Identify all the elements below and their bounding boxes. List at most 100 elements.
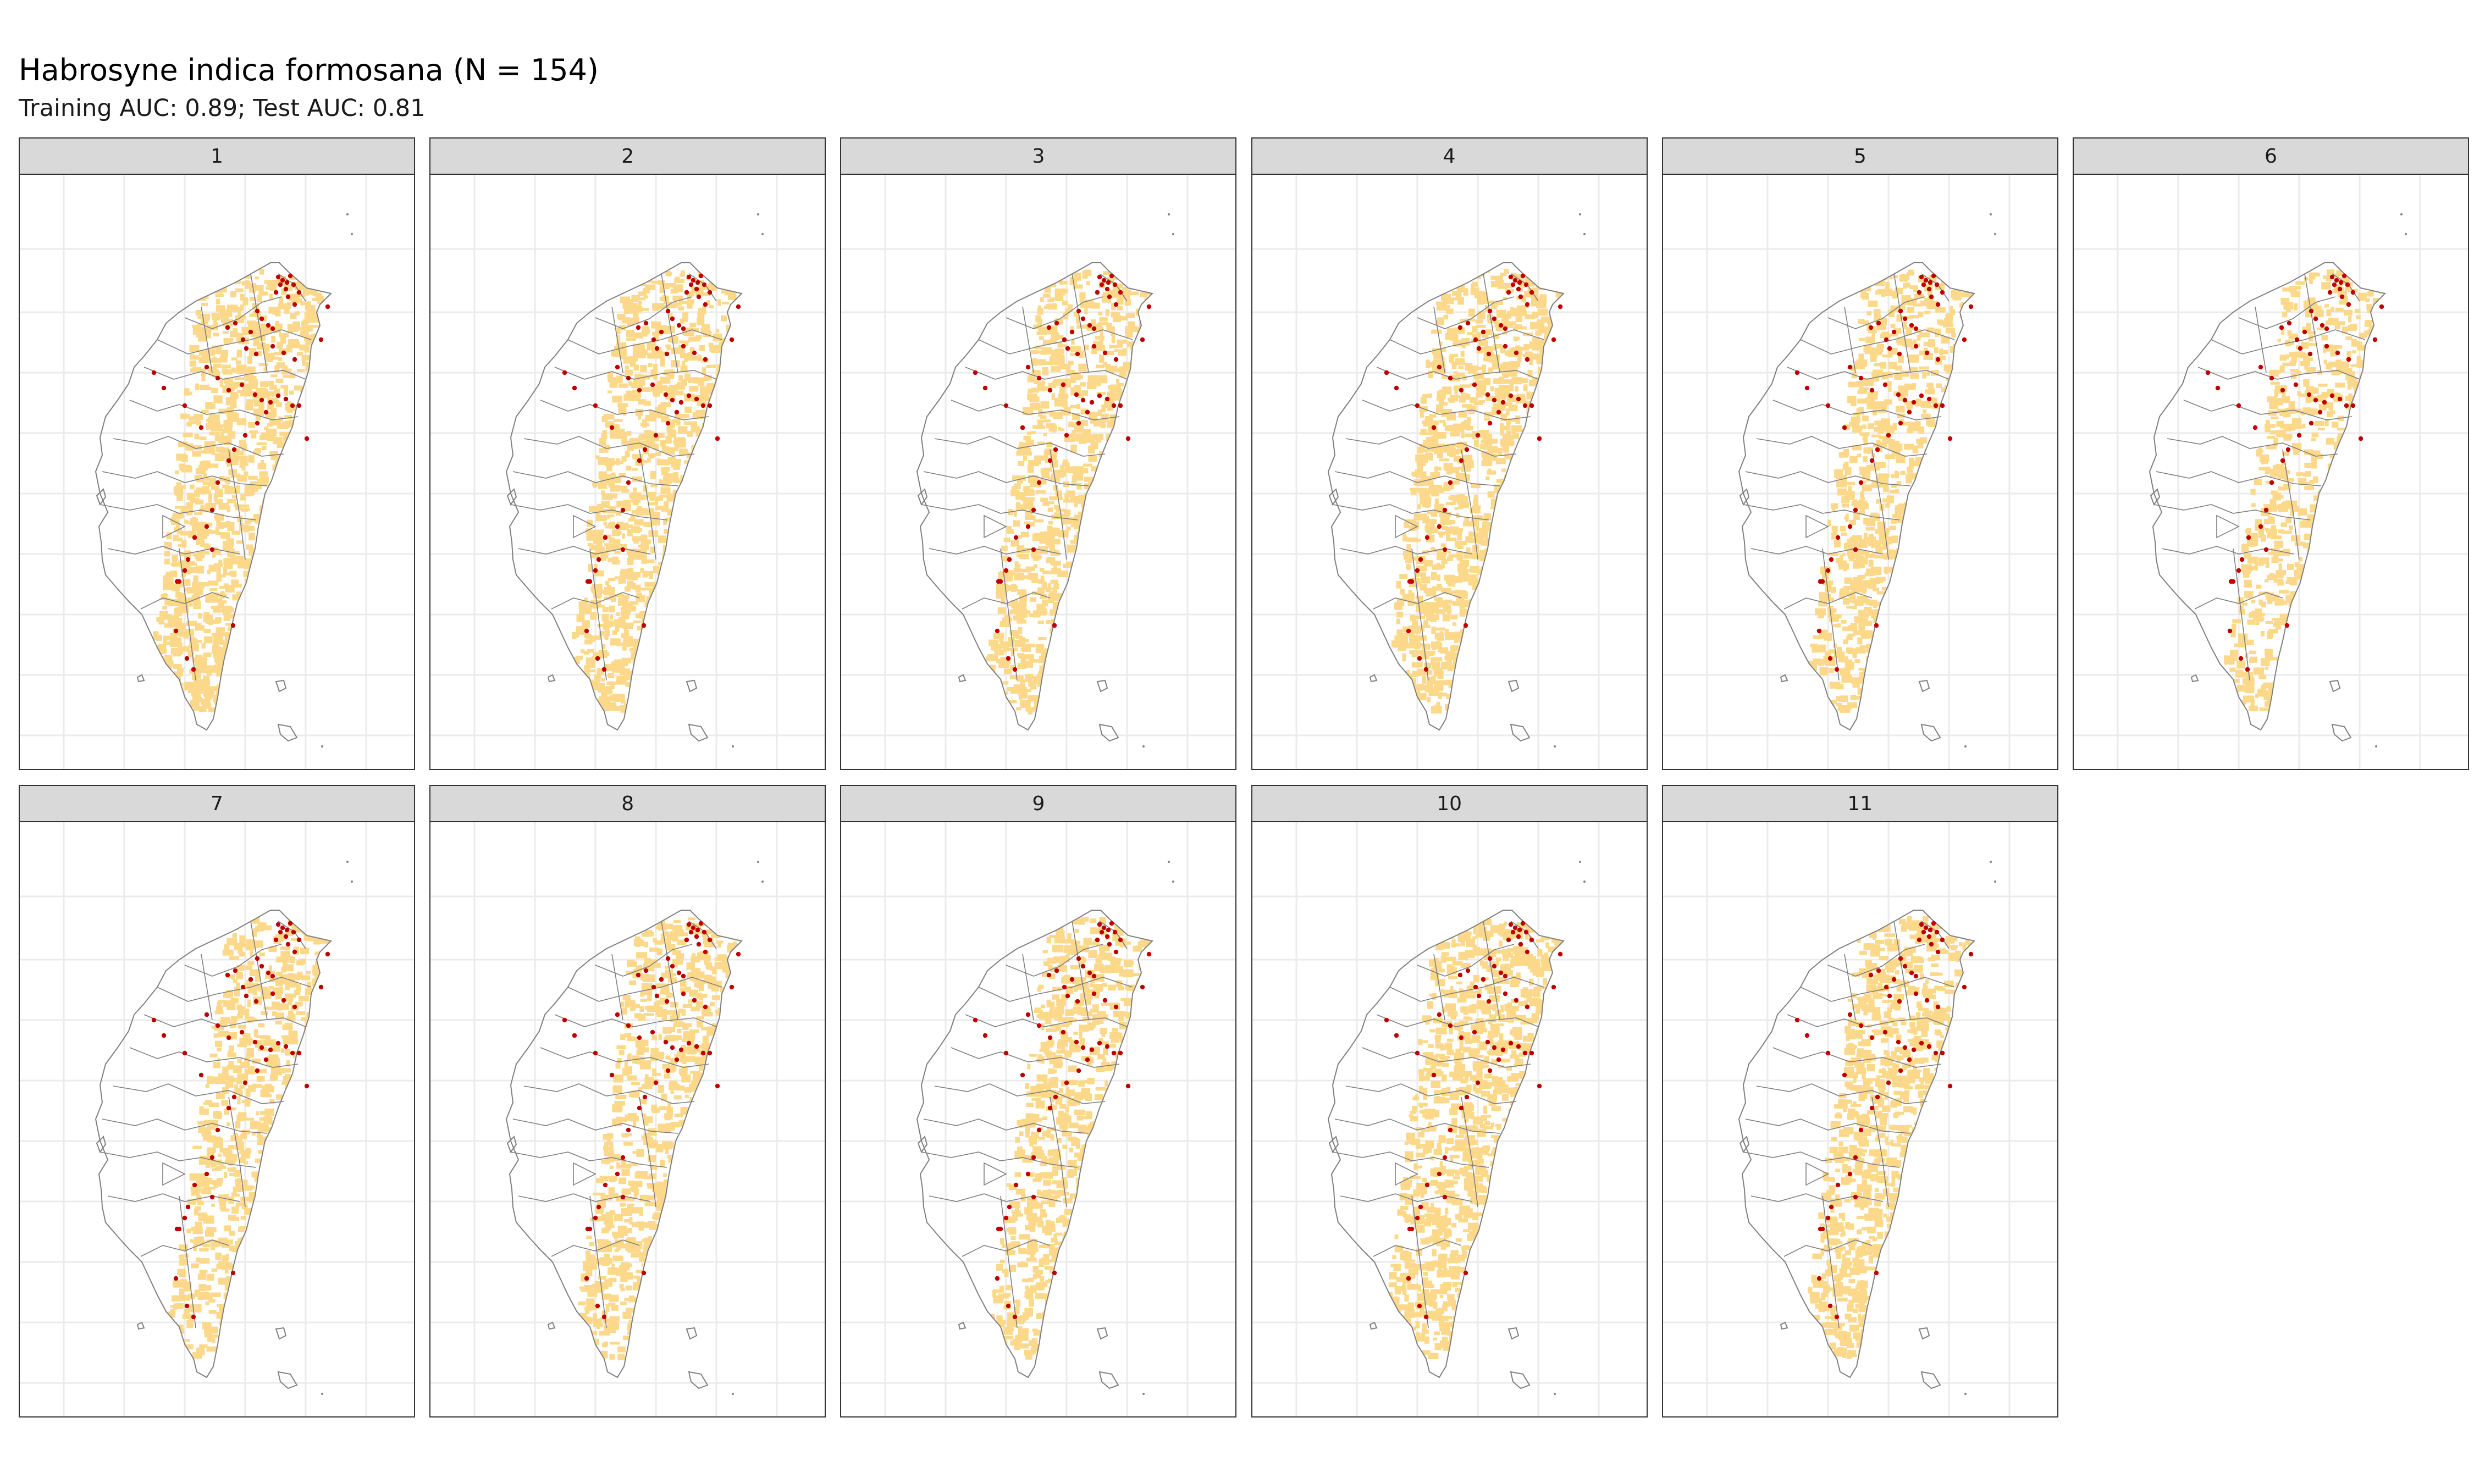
occurrence-point — [1935, 302, 1940, 307]
islet-marker — [1172, 233, 1175, 235]
occurrence-point — [596, 1204, 601, 1210]
occurrence-point — [2306, 392, 2312, 397]
islet-marker — [732, 1393, 735, 1395]
occurrence-point — [1911, 400, 1916, 405]
occurrence-point — [1919, 1040, 1924, 1046]
occurrence-point — [686, 274, 692, 280]
facet-strip-label: 4 — [1251, 137, 1648, 175]
occurrence-point — [296, 937, 302, 943]
graticule — [430, 822, 825, 1416]
occurrence-point — [1947, 1083, 1952, 1089]
occurrence-point — [255, 1068, 260, 1073]
occurrence-point — [2332, 282, 2337, 287]
occurrence-point — [1508, 393, 1513, 398]
occurrence-point — [1886, 1080, 1891, 1086]
occurrence-point — [1486, 999, 1491, 1004]
occurrence-point — [601, 1314, 607, 1320]
occurrence-point — [1037, 1023, 1042, 1028]
occurrence-point — [281, 998, 286, 1003]
occurrence-point — [983, 385, 988, 391]
facet-11: 11 — [1661, 785, 2058, 1417]
occurrence-point — [1928, 927, 1932, 933]
occurrence-point — [1492, 1045, 1496, 1050]
occurrence-point — [700, 403, 706, 408]
islet-marker — [321, 1393, 323, 1395]
occurrence-point — [696, 294, 702, 300]
occurrence-point — [215, 1023, 220, 1028]
occurrence-point — [1924, 998, 1929, 1003]
occurrence-point — [1075, 999, 1080, 1004]
county-boundaries — [511, 273, 722, 681]
occurrence-point — [1929, 294, 1934, 300]
occurrence-point — [1147, 304, 1152, 309]
occurrence-point — [1935, 949, 1940, 955]
occurrence-point — [1492, 964, 1496, 969]
occurrence-point — [1007, 1204, 1012, 1210]
occurrence-point — [686, 1040, 692, 1046]
occurrence-point — [1095, 937, 1100, 943]
occurrence-point — [1075, 351, 1080, 357]
occurrence-point — [1869, 458, 1874, 463]
occurrence-point — [1052, 1270, 1057, 1276]
occurrence-point — [2285, 447, 2291, 452]
graticule — [2074, 175, 2468, 769]
occurrence-point — [1886, 433, 1891, 438]
occurrence-point — [1529, 403, 1534, 408]
offshore-islands — [1328, 1136, 1531, 1389]
occurrence-point — [2338, 280, 2344, 285]
occurrence-point — [998, 579, 1003, 584]
occurrence-point — [1048, 387, 1053, 393]
occurrence-point — [1847, 1171, 1852, 1177]
graticule — [430, 175, 825, 769]
facet-3: 3 — [840, 137, 1237, 770]
map-svg — [20, 175, 414, 769]
occurrence-points — [562, 273, 741, 672]
occurrence-point — [242, 433, 248, 438]
occurrence-point — [248, 329, 253, 335]
occurrence-point — [1065, 993, 1070, 999]
occurrence-point — [653, 1080, 659, 1086]
occurrence-point — [670, 964, 675, 969]
occurrence-point — [1092, 326, 1097, 331]
plot-title: Habrosyne indica formosana (N = 154) — [19, 53, 599, 87]
occurrence-point — [209, 547, 215, 552]
occurrence-point — [1858, 375, 1863, 381]
occurrence-point — [650, 382, 655, 387]
occurrence-point — [291, 282, 296, 287]
occurrence-point — [204, 1171, 209, 1177]
occurrence-point — [1464, 1094, 1469, 1100]
occurrence-point — [1820, 1226, 1825, 1232]
occurrence-point — [2245, 667, 2250, 672]
occurrence-point — [240, 984, 246, 990]
occurrence-point — [1551, 984, 1556, 990]
occurrence-point — [1442, 547, 1447, 552]
occurrence-point — [2258, 524, 2263, 529]
occurrence-point — [283, 934, 289, 939]
islet-marker — [1989, 213, 1992, 215]
occurrence-point — [1514, 350, 1518, 356]
occurrence-point — [1529, 290, 1534, 295]
occurrence-point — [1525, 302, 1529, 307]
occurrence-point — [226, 387, 231, 393]
occurrence-point — [1517, 280, 1522, 285]
occurrence-point — [1081, 397, 1086, 403]
occurrence-point — [665, 1068, 671, 1073]
facet-strip-label: 5 — [1661, 137, 2058, 175]
occurrence-point — [1882, 382, 1887, 387]
map-svg — [841, 822, 1236, 1416]
occurrence-point — [304, 1083, 310, 1089]
occurrence-point — [1835, 535, 1840, 540]
occurrence-point — [1498, 323, 1503, 328]
occurrence-point — [2246, 535, 2251, 540]
occurrence-point — [296, 1050, 302, 1056]
occurrence-point — [1020, 1072, 1025, 1078]
occurrence-point — [1112, 1050, 1117, 1056]
occurrence-point — [995, 1276, 1000, 1281]
occurrence-point — [736, 951, 741, 957]
occurrence-point — [1804, 1033, 1809, 1038]
occurrence-point — [192, 1182, 197, 1188]
occurrence-point — [2324, 344, 2329, 349]
occurrence-point — [1431, 1072, 1436, 1078]
occurrence-point — [1064, 433, 1069, 438]
facet-strip-label: 10 — [1251, 785, 1648, 822]
